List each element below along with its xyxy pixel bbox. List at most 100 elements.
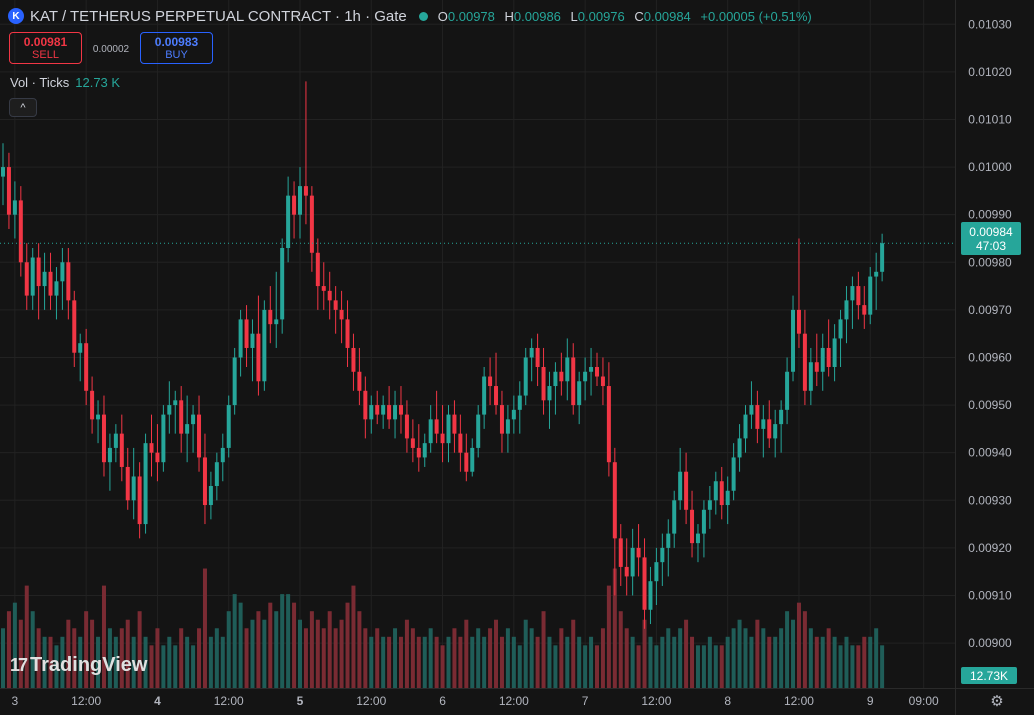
candle-body — [208, 486, 213, 506]
candle-body — [422, 443, 427, 458]
candle-body — [517, 395, 522, 410]
volume-bar — [856, 645, 861, 688]
candle-body — [274, 319, 279, 325]
time-axis[interactable]: 3 12:00 4 12:00 5 12:00 6 12:00 7 12:00 8 12:00 9 09:… — [12, 694, 940, 708]
candle-body — [654, 562, 659, 582]
open-label: O — [437, 8, 448, 24]
candle-body — [666, 533, 671, 548]
candle-body — [589, 367, 594, 372]
volume-bar — [636, 645, 641, 688]
candle-body — [214, 462, 219, 486]
volume-bar — [131, 636, 136, 688]
y-tick-label: 0.00950 — [968, 398, 1012, 412]
candle-body — [707, 500, 712, 510]
volume-bar — [684, 619, 689, 688]
candle-body — [143, 443, 148, 525]
settings-gear-icon[interactable]: ⚙ — [990, 693, 1004, 710]
volume-legend[interactable]: Vol · Ticks 12.73 K — [10, 75, 120, 90]
candle-body — [12, 200, 17, 215]
candle-body — [850, 286, 855, 301]
candle-body — [339, 309, 344, 320]
candle-body — [624, 566, 629, 577]
candle-body — [695, 533, 700, 544]
volume-bar — [191, 645, 196, 688]
candle-body — [315, 252, 320, 287]
volume-bar — [446, 636, 451, 688]
volume-bar — [600, 628, 605, 688]
volume-bar — [12, 602, 17, 688]
volume-bar — [398, 636, 403, 688]
price-axis[interactable]: 0.00900 0.00910 0.00920 0.00930 0.00940 0.009… — [968, 17, 1012, 650]
volume-bar — [725, 636, 730, 688]
volume-bar — [90, 619, 95, 688]
tradingview-watermark[interactable]: 17 TradingView — [10, 654, 147, 677]
x-tick-label: 9 — [867, 694, 874, 708]
last-volume-label: 12.73K — [961, 667, 1017, 684]
volume-bar — [464, 619, 469, 688]
candle-body — [796, 309, 801, 334]
volume-bar — [458, 636, 463, 688]
candle-body — [381, 405, 386, 415]
volume-bar — [832, 636, 837, 688]
candle-body — [90, 390, 95, 420]
volume-bar — [54, 645, 59, 688]
low-label: L — [570, 8, 578, 24]
candle-body — [785, 371, 790, 410]
volume-bar — [143, 636, 148, 688]
volume-bar — [850, 645, 855, 688]
candle-body — [24, 262, 29, 296]
candle-body — [256, 333, 261, 382]
candle-body — [268, 309, 273, 325]
candle-body — [600, 376, 605, 387]
candle-body — [60, 262, 65, 282]
volume-bar — [535, 636, 540, 688]
candle-body — [791, 309, 796, 372]
volume-bar — [113, 636, 118, 688]
y-tick-label: 0.00920 — [968, 541, 1012, 555]
volume-bar — [24, 585, 29, 688]
ohlc-values: O0.00978 H0.00986 L0.00976 C0.00984 +0.0… — [438, 9, 818, 24]
volume-bar — [6, 611, 11, 688]
candle-body — [678, 471, 683, 501]
sell-button[interactable]: 0.00981 SELL — [9, 32, 82, 64]
volume-bar — [333, 628, 338, 688]
volume-bar — [660, 636, 665, 688]
volume-bar — [434, 636, 439, 688]
volume-bar — [321, 628, 326, 688]
symbol-logo-icon[interactable]: K — [8, 8, 24, 24]
volume-label: Vol · Ticks — [10, 75, 70, 90]
volume-bar — [642, 619, 647, 688]
volume-bar — [315, 619, 320, 688]
volume-bar — [404, 619, 409, 688]
volume-bar — [802, 611, 807, 688]
candle-body — [54, 281, 59, 296]
volume-bar — [565, 636, 570, 688]
y-tick-label: 0.00960 — [968, 350, 1012, 364]
x-tick-label: 12:00 — [214, 694, 244, 708]
x-tick-label: 12:00 — [499, 694, 529, 708]
y-tick-label: 0.01030 — [968, 17, 1012, 31]
volume-bar — [149, 645, 154, 688]
candle-body — [149, 443, 154, 453]
candle-body — [357, 371, 362, 391]
x-tick-label: 4 — [154, 694, 161, 708]
candle-body — [292, 195, 297, 215]
candle-body — [72, 300, 77, 353]
volume-bar — [666, 628, 671, 688]
volume-bar — [101, 585, 106, 688]
collapse-legend-button[interactable]: ^ — [9, 98, 37, 117]
candle-body — [48, 271, 53, 296]
high-label: H — [504, 8, 514, 24]
candle-body — [488, 376, 493, 387]
candle-body — [648, 581, 653, 610]
candle-body — [701, 509, 706, 534]
buy-button[interactable]: 0.00983 BUY — [140, 32, 213, 64]
candle-body — [630, 547, 635, 577]
candle-body — [737, 438, 742, 458]
candle-body — [119, 433, 124, 467]
symbol-title[interactable]: KAT / TETHERUS PERPETUAL CONTRACT · 1h ·… — [30, 7, 407, 25]
candle-body — [808, 362, 813, 391]
candle-body — [363, 390, 368, 420]
y-tick-label: 0.01000 — [968, 160, 1012, 174]
